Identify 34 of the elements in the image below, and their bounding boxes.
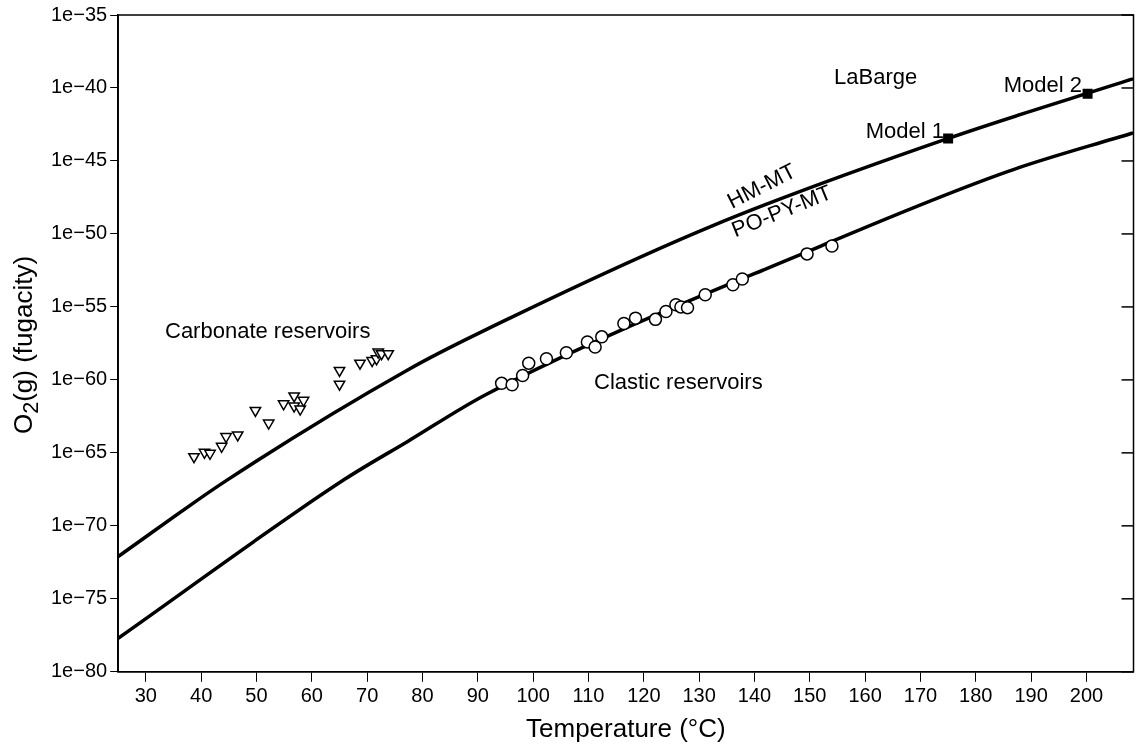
x-tick-label: 190 xyxy=(1014,684,1048,707)
x-tick-label: 180 xyxy=(959,684,993,707)
x-tick-label: 150 xyxy=(793,684,827,707)
y-tick-label: 1e−80 xyxy=(51,659,108,682)
y-tick-label: 1e−60 xyxy=(51,367,108,390)
x-tick-label: 110 xyxy=(572,684,605,707)
y-tick-label: 1e−50 xyxy=(51,221,108,244)
y-tick-label: 1e−65 xyxy=(51,440,108,463)
x-tick-label: 130 xyxy=(682,684,716,707)
x-tick-label: 200 xyxy=(1069,684,1104,707)
x-tick-label: 70 xyxy=(356,684,379,707)
x-tick-label: 80 xyxy=(411,684,434,707)
x-tick-label: 140 xyxy=(737,684,772,707)
x-tick-label: 120 xyxy=(627,684,661,707)
series-label: Model 1 xyxy=(865,118,944,144)
x-tick-label: 50 xyxy=(245,684,268,707)
x-tick-label: 60 xyxy=(300,684,323,707)
y-tick-label: 1e−35 xyxy=(51,2,108,25)
x-tick-label: 160 xyxy=(848,684,882,707)
x-tick-label: 40 xyxy=(190,684,213,707)
series-label: Clastic reservoirs xyxy=(594,369,763,395)
y-tick-label: 1e−70 xyxy=(51,513,108,536)
series-label: Carbonate reservoirs xyxy=(165,318,371,344)
x-tick-label: 100 xyxy=(516,684,550,707)
y-tick-label: 1e−75 xyxy=(51,586,108,609)
y-tick-label: 1e−45 xyxy=(51,148,108,171)
annotation: LaBarge xyxy=(834,64,918,90)
x-tick-label: 90 xyxy=(466,684,489,707)
legend-label: Model 2 xyxy=(1003,72,1082,98)
y-tick-label: 1e−55 xyxy=(51,294,108,317)
x-tick-label: 170 xyxy=(903,684,938,707)
y-tick-label: 1e−40 xyxy=(51,75,108,98)
x-tick-label: 30 xyxy=(134,684,157,707)
x-axis-title: Temperature (°C) xyxy=(526,712,726,743)
